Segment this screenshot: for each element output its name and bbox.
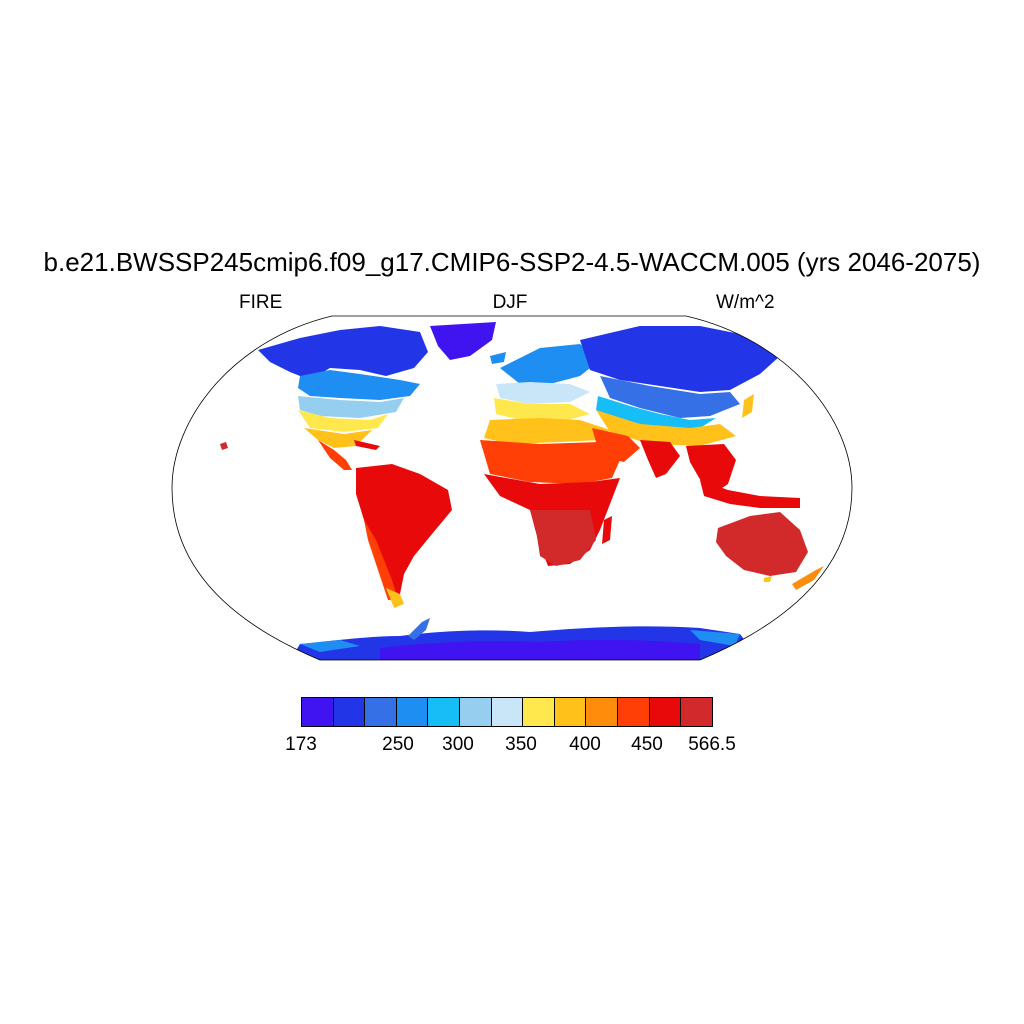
colorbar-box [428,698,461,726]
asia-south-warm [596,410,736,446]
antarctica-edge [300,630,740,652]
colorbar-box [649,698,682,726]
colorbar-tick-label: 250 [382,734,414,755]
caribbean [354,440,380,450]
colorbar-tick-label: 350 [505,734,537,755]
colorbar-tick-label: 400 [569,734,601,755]
japan [742,394,754,418]
colorbar-box [618,698,650,726]
india [640,440,680,478]
north-america-cool [298,396,404,418]
australia [716,512,808,576]
indonesia [700,480,800,508]
colorbar-box [554,698,587,726]
colorbar-tick-label: 450 [631,734,663,755]
colorbar-tick-label: 566.5 [688,734,736,755]
antarctic-peninsula [408,618,430,640]
central-america [318,440,352,470]
colorbar-tick-label: 173 [285,734,317,755]
north-america-arctic [258,326,428,380]
europe-mid [496,382,590,404]
colorbar-box [586,698,619,726]
colorbar [301,697,713,727]
europe-north [500,344,600,384]
colorbar-box [365,698,397,726]
southeast-asia [686,444,736,496]
north-america-warm [298,410,388,432]
colorbar-box [333,698,366,726]
hawaii [220,442,228,450]
colorbar-tick-label: 300 [442,734,474,755]
variable-label: FIRE [239,292,283,313]
africa-north [484,418,610,444]
iceland [490,352,506,364]
colorbar-box [681,698,712,726]
south-america [356,464,452,606]
new-zealand [792,566,824,590]
plot-title: b.e21.BWSSP245cmip6.f09_g17.CMIP6-SSP2-4… [43,247,981,277]
map-outline [171,315,853,661]
europe-south [494,398,590,422]
africa-sahara [480,440,620,484]
colorbar-box [460,698,492,726]
season-label: DJF [492,292,528,313]
arabia [592,428,640,462]
madagascar [602,516,612,544]
asia-siberia [580,326,780,392]
colorbar-box [302,698,334,726]
colorbar-box [491,698,524,726]
colorbar-box [523,698,555,726]
colorbar-labels: 173 250 300 350 400 450 566.5 [0,733,1024,759]
antarctica-interior [380,639,700,660]
north-america-mid [298,370,420,400]
asia-central-cold [600,376,740,418]
africa-south [530,510,596,566]
patagonia [386,588,404,608]
south-america-cool [364,520,398,600]
units-label: W/m^2 [716,292,775,313]
greenland [430,322,496,360]
tasmania [764,576,772,582]
colorbar-box [396,698,429,726]
